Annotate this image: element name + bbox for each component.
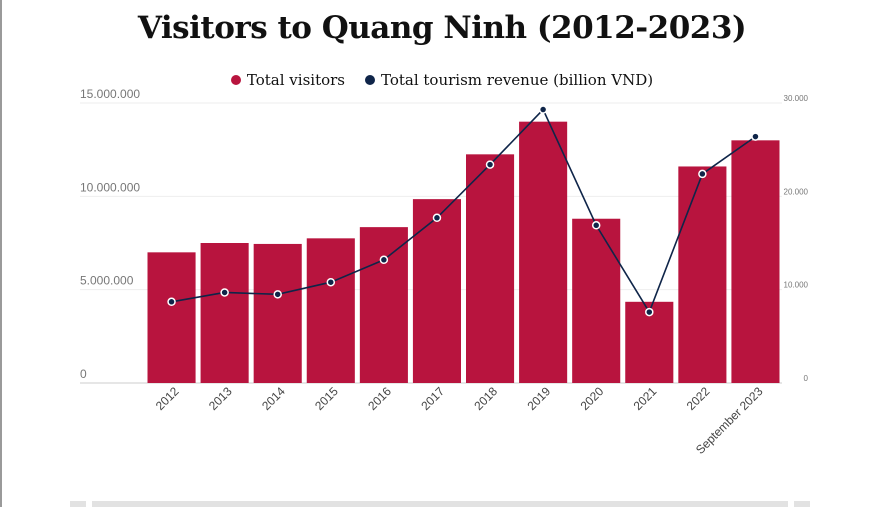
revenue-point — [167, 297, 176, 307]
x-tick-label: 2013 — [206, 384, 235, 413]
chart-title: Visitors to Quang Ninh (2012-2023) — [137, 10, 747, 46]
x-tick-label: 2021 — [631, 384, 660, 413]
scroll-left-arrow[interactable] — [70, 501, 86, 507]
revenue-point — [591, 221, 601, 230]
bar — [306, 238, 355, 383]
bar — [200, 243, 249, 383]
revenue-point — [273, 290, 282, 299]
bar — [519, 121, 568, 384]
bar — [572, 218, 621, 383]
revenue-point — [751, 132, 760, 141]
x-tick-label: 2017 — [418, 384, 447, 413]
scroll-track[interactable] — [92, 501, 788, 507]
legend-dot-visitors — [230, 75, 241, 85]
bar — [678, 166, 727, 383]
x-tick-label: 2015 — [312, 384, 341, 413]
revenue-point — [485, 160, 495, 169]
y-right-tick-label: 0 — [804, 374, 809, 383]
bar — [147, 252, 196, 383]
y-right-tick-label: 10.000 — [784, 281, 809, 290]
y-left-tick-label: 15.000.000 — [80, 87, 140, 101]
legend-label-revenue: Total tourism revenue (billion VND) — [381, 71, 654, 89]
revenue-point — [538, 105, 548, 114]
bar — [359, 227, 408, 383]
revenue-point — [220, 288, 229, 297]
horizontal-scrollbar[interactable] — [70, 501, 814, 507]
left-border — [0, 0, 2, 507]
legend-label-visitors: Total visitors — [246, 71, 345, 89]
revenue-point — [645, 307, 654, 317]
revenue-point — [326, 277, 336, 287]
revenue-point — [379, 255, 389, 265]
legend-item-visitors[interactable]: Total visitors — [230, 71, 345, 89]
scroll-right-arrow[interactable] — [794, 501, 810, 507]
bar — [253, 243, 302, 383]
x-tick-label: 2019 — [524, 384, 553, 413]
legend: Total visitors Total tourism revenue (bi… — [0, 71, 884, 89]
y-right-tick-label: 30.000 — [784, 94, 809, 103]
bar — [731, 140, 780, 383]
x-tick-label: 2012 — [153, 384, 182, 413]
x-tick-label: 2018 — [471, 384, 500, 413]
x-tick-label: 2016 — [365, 384, 394, 413]
bar — [466, 154, 515, 383]
x-tick-label: 2020 — [578, 384, 607, 413]
revenue-point — [432, 213, 442, 223]
y-left-tick-label: 10.000.000 — [80, 180, 140, 194]
legend-dot-revenue — [365, 75, 375, 85]
bar — [412, 199, 461, 383]
y-right-tick-label: 20.000 — [784, 187, 809, 196]
revenue-line — [171, 108, 756, 314]
revenue-point — [698, 169, 707, 179]
x-tick-label: 2014 — [259, 384, 288, 413]
y-left-tick-label: 0 — [80, 367, 87, 381]
y-left-tick-label: 5.000.000 — [80, 274, 134, 288]
x-tick-label: 2022 — [684, 384, 713, 413]
legend-item-revenue[interactable]: Total tourism revenue (billion VND) — [365, 71, 653, 89]
